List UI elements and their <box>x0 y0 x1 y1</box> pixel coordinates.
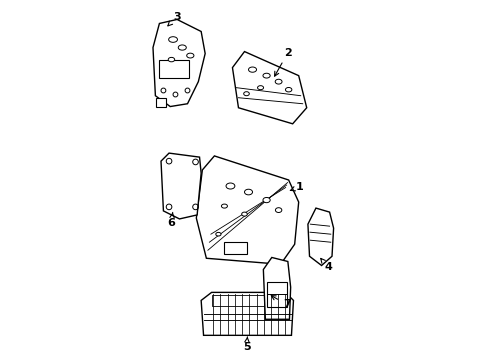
Ellipse shape <box>285 87 291 92</box>
Ellipse shape <box>257 86 263 90</box>
Polygon shape <box>263 257 290 319</box>
Ellipse shape <box>178 45 186 50</box>
Text: 7: 7 <box>271 296 290 310</box>
Polygon shape <box>307 208 333 265</box>
Ellipse shape <box>221 204 227 208</box>
Text: 4: 4 <box>320 258 331 272</box>
Polygon shape <box>201 292 293 335</box>
Ellipse shape <box>168 37 177 42</box>
Ellipse shape <box>243 92 249 96</box>
Ellipse shape <box>225 183 234 189</box>
Text: 6: 6 <box>167 212 175 228</box>
Text: 5: 5 <box>242 337 250 352</box>
Polygon shape <box>267 282 287 307</box>
Polygon shape <box>161 153 201 219</box>
Ellipse shape <box>263 197 270 203</box>
Ellipse shape <box>244 189 252 195</box>
Ellipse shape <box>275 79 282 84</box>
Ellipse shape <box>248 67 256 72</box>
Polygon shape <box>153 19 205 107</box>
Polygon shape <box>224 242 246 254</box>
Polygon shape <box>232 51 306 124</box>
Ellipse shape <box>263 73 270 78</box>
Ellipse shape <box>168 57 174 62</box>
Ellipse shape <box>275 208 281 212</box>
Polygon shape <box>156 98 166 107</box>
Ellipse shape <box>186 53 194 58</box>
Polygon shape <box>211 295 285 306</box>
Text: 1: 1 <box>290 182 303 192</box>
Ellipse shape <box>241 212 247 216</box>
Polygon shape <box>158 60 189 78</box>
Text: 2: 2 <box>274 48 291 76</box>
Polygon shape <box>196 156 298 264</box>
Text: 3: 3 <box>167 12 181 26</box>
Ellipse shape <box>215 232 221 236</box>
